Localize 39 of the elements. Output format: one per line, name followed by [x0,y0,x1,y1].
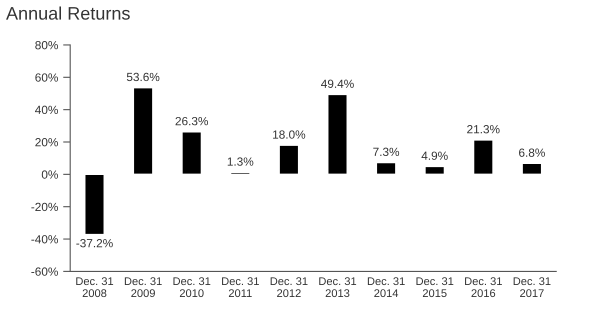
data-label: 49.4% [321,80,354,88]
bar [132,86,154,176]
bar [424,166,446,176]
x-tick-label: Dec. 31 2017 [514,277,551,298]
data-label: 1.3% [228,157,254,166]
bar [181,131,202,176]
y-tick-label: 0% [42,170,58,179]
x-tick-label: Dec. 31 2013 [319,277,356,298]
y-tick-label: -20% [31,202,58,212]
x-tick-label: Dec. 31 2010 [173,277,210,298]
data-label: 21.3% [467,125,500,134]
data-label: 6.8% [519,148,545,157]
x-tick-label: Dec. 31 2015 [416,277,454,298]
y-tick-label: 60% [35,73,58,82]
x-tick-label: Dec. 31 2016 [465,277,502,298]
data-label: 4.9% [422,152,448,160]
chart-title: Annual Returns [6,6,130,20]
data-label: -37.2% [76,238,113,248]
data-label: 7.3% [373,148,400,156]
bar [230,172,251,176]
y-tick-label: -40% [31,235,58,244]
bar [278,144,300,176]
x-tick-label: Dec. 31 2014 [368,277,405,298]
bar [472,139,494,176]
data-label: 18.0% [273,130,306,139]
data-label: 26.3% [176,116,208,126]
y-tick-label: 20% [35,138,58,146]
x-tick-label: Dec. 31 2009 [124,277,162,298]
bar [84,174,105,236]
bar [376,162,397,176]
y-tick-label: -60% [31,267,58,276]
x-tick-label: Dec. 31 2008 [76,277,114,298]
x-tick-label: Dec. 31 2011 [222,277,259,298]
x-tick-label: Dec. 31 2012 [270,277,308,298]
bar [521,162,542,176]
y-tick-label: 40% [35,106,58,114]
y-tick-label: 80% [35,40,58,50]
data-label: 53.6% [126,72,160,82]
bar [327,94,348,176]
